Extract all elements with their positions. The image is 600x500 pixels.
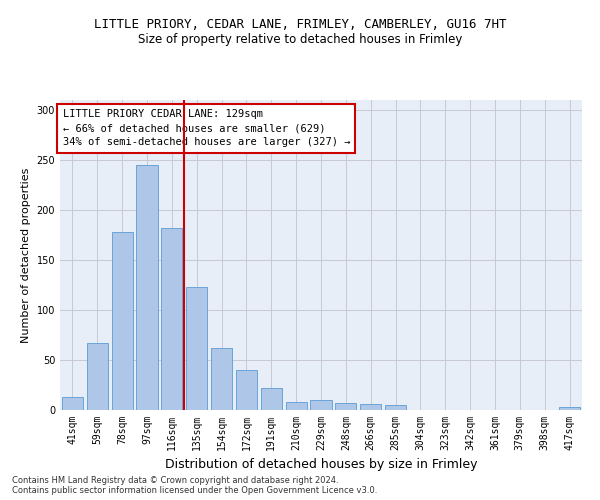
Bar bbox=[62, 397, 83, 410]
Text: LITTLE PRIORY CEDAR LANE: 129sqm
← 66% of detached houses are smaller (629)
34% : LITTLE PRIORY CEDAR LANE: 129sqm ← 66% o… bbox=[62, 110, 350, 148]
Bar bbox=[310, 400, 332, 410]
Text: Contains HM Land Registry data © Crown copyright and database right 2024.
Contai: Contains HM Land Registry data © Crown c… bbox=[12, 476, 377, 495]
Bar bbox=[211, 348, 232, 410]
Text: LITTLE PRIORY, CEDAR LANE, FRIMLEY, CAMBERLEY, GU16 7HT: LITTLE PRIORY, CEDAR LANE, FRIMLEY, CAMB… bbox=[94, 18, 506, 30]
Bar bbox=[236, 370, 257, 410]
X-axis label: Distribution of detached houses by size in Frimley: Distribution of detached houses by size … bbox=[165, 458, 477, 471]
Y-axis label: Number of detached properties: Number of detached properties bbox=[21, 168, 31, 342]
Bar bbox=[261, 388, 282, 410]
Bar bbox=[559, 407, 580, 410]
Bar bbox=[161, 228, 182, 410]
Bar bbox=[186, 287, 207, 410]
Bar bbox=[286, 402, 307, 410]
Bar bbox=[87, 343, 108, 410]
Bar bbox=[112, 232, 133, 410]
Bar bbox=[136, 165, 158, 410]
Text: Size of property relative to detached houses in Frimley: Size of property relative to detached ho… bbox=[138, 32, 462, 46]
Bar bbox=[360, 404, 381, 410]
Bar bbox=[335, 403, 356, 410]
Bar bbox=[385, 405, 406, 410]
